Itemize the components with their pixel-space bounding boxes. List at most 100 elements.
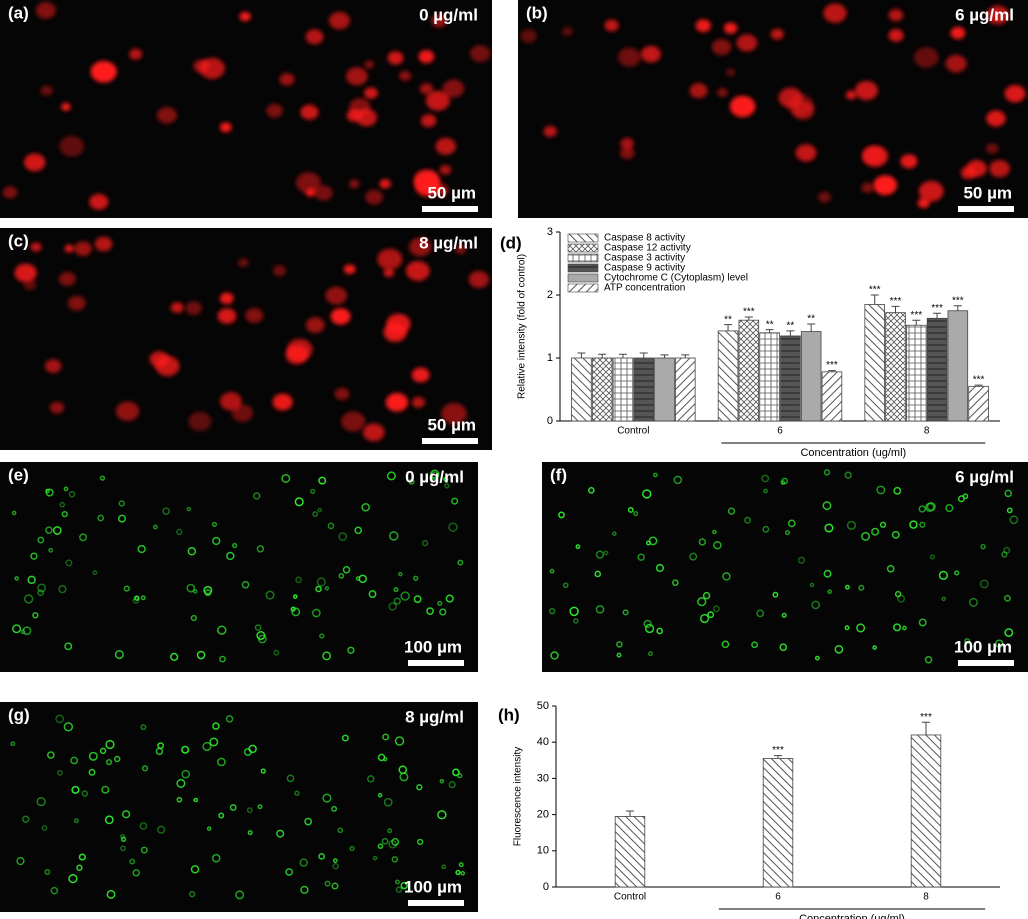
cell bbox=[918, 180, 944, 202]
cell bbox=[652, 472, 658, 478]
cell bbox=[520, 29, 537, 43]
cell bbox=[330, 308, 351, 325]
cell bbox=[550, 651, 559, 660]
cell bbox=[294, 497, 304, 507]
cell bbox=[58, 271, 76, 287]
panel-label: (h) bbox=[498, 705, 520, 724]
cell bbox=[104, 815, 114, 825]
cell bbox=[844, 625, 850, 631]
cell bbox=[862, 147, 883, 164]
cell bbox=[543, 125, 557, 138]
significance-mark: *** bbox=[743, 307, 755, 318]
panel-label: (c) bbox=[8, 231, 29, 250]
legend-swatch bbox=[567, 243, 599, 253]
cell bbox=[672, 579, 679, 586]
cell bbox=[561, 26, 573, 37]
cell bbox=[322, 651, 332, 661]
cell bbox=[763, 488, 768, 494]
cell bbox=[157, 742, 165, 750]
cell bbox=[217, 308, 237, 324]
cell bbox=[391, 856, 399, 863]
cell bbox=[76, 864, 83, 871]
y-tick-label: 10 bbox=[537, 845, 549, 857]
cell bbox=[398, 765, 408, 775]
cell bbox=[627, 507, 634, 513]
cell bbox=[893, 623, 902, 632]
cell bbox=[120, 845, 126, 852]
cell bbox=[139, 822, 148, 830]
cell bbox=[99, 475, 106, 481]
cell bbox=[212, 722, 220, 730]
cell bbox=[123, 585, 130, 592]
y-tick-label: 0 bbox=[543, 881, 549, 893]
cell bbox=[470, 45, 491, 62]
cell bbox=[455, 869, 461, 876]
cell bbox=[893, 486, 902, 495]
error-bar bbox=[626, 810, 634, 817]
significance-mark: *** bbox=[869, 285, 881, 296]
cell bbox=[343, 264, 356, 275]
cell bbox=[985, 143, 999, 154]
cell bbox=[620, 137, 634, 150]
x-axis-label: Concentration (ug/ml) bbox=[799, 913, 905, 919]
cell bbox=[620, 147, 635, 160]
cell bbox=[37, 583, 47, 593]
cell bbox=[272, 265, 287, 277]
cell bbox=[468, 271, 490, 289]
cell bbox=[909, 520, 918, 529]
cell bbox=[41, 825, 48, 831]
cell bbox=[787, 519, 796, 528]
cell bbox=[689, 83, 708, 99]
cell bbox=[814, 655, 820, 661]
cell bbox=[354, 526, 363, 535]
scale-bar bbox=[408, 900, 464, 906]
y-tick-label: 30 bbox=[537, 772, 549, 784]
cell bbox=[448, 522, 458, 532]
micrograph bbox=[542, 462, 1028, 672]
cell bbox=[120, 836, 127, 842]
cell bbox=[779, 643, 788, 652]
cell bbox=[294, 790, 300, 796]
cell bbox=[784, 530, 791, 536]
cell bbox=[938, 570, 949, 580]
cells bbox=[11, 469, 464, 663]
x-tick-label: 6 bbox=[775, 892, 781, 903]
cell bbox=[186, 583, 196, 593]
cell bbox=[383, 322, 407, 342]
panel-label: (f) bbox=[550, 465, 567, 484]
cell bbox=[81, 790, 89, 797]
cell bbox=[823, 469, 831, 476]
cell bbox=[725, 68, 736, 77]
cell bbox=[315, 585, 322, 593]
error-bar bbox=[953, 305, 962, 311]
cell bbox=[633, 511, 639, 517]
cell bbox=[781, 612, 787, 618]
cell bbox=[818, 191, 831, 203]
cell bbox=[217, 757, 226, 767]
cell bbox=[122, 810, 131, 819]
cell bbox=[105, 759, 113, 766]
cell bbox=[1001, 551, 1008, 558]
x-tick-label: 6 bbox=[777, 426, 783, 437]
cell bbox=[389, 531, 399, 541]
cell bbox=[312, 608, 321, 618]
significance-mark: *** bbox=[772, 745, 784, 756]
legend-swatch bbox=[567, 263, 599, 273]
cell bbox=[349, 98, 371, 116]
cell bbox=[300, 885, 309, 895]
error-bar bbox=[827, 370, 836, 372]
cell bbox=[941, 596, 947, 602]
cell bbox=[420, 114, 437, 128]
cell bbox=[129, 48, 143, 60]
cell bbox=[58, 585, 67, 594]
cell bbox=[285, 868, 293, 876]
cell bbox=[23, 594, 34, 604]
cell bbox=[372, 855, 378, 861]
cell bbox=[918, 618, 927, 627]
cell bbox=[286, 774, 295, 783]
cell bbox=[761, 474, 770, 483]
cell bbox=[105, 739, 115, 750]
cell bbox=[699, 613, 710, 624]
cell bbox=[211, 521, 218, 527]
cell bbox=[211, 853, 221, 863]
